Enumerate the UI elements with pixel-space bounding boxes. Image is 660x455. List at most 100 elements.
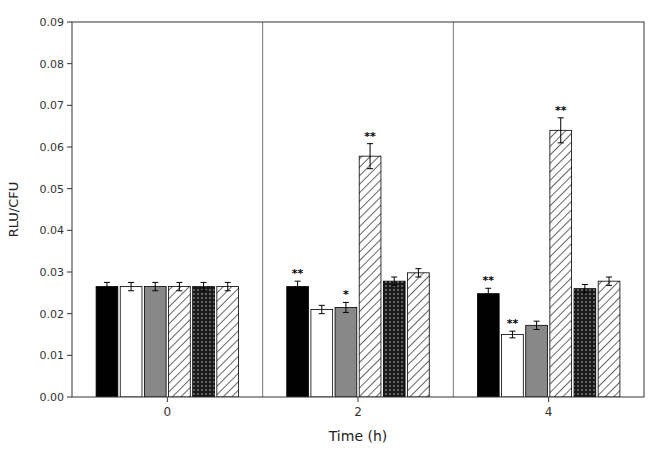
error-cap — [606, 285, 612, 286]
x-tick-label: 2 — [354, 405, 362, 419]
error-cap — [225, 290, 231, 291]
error-cap — [606, 277, 612, 278]
error-cap — [485, 288, 491, 289]
error-cap — [509, 337, 515, 338]
y-tick-label: 0.01 — [40, 349, 65, 362]
bar — [193, 287, 215, 397]
y-tick — [67, 397, 72, 398]
y-tick-label: 0.07 — [40, 99, 65, 112]
error-bar — [534, 321, 540, 329]
bar — [383, 281, 405, 397]
annotation: ** — [507, 317, 519, 330]
annotation: ** — [555, 104, 567, 117]
x-tick — [358, 397, 359, 402]
error-cap — [415, 277, 421, 278]
annotation: ** — [483, 274, 495, 287]
error-stem — [203, 282, 204, 290]
x-axis-title: Time (h) — [328, 428, 388, 444]
error-stem — [370, 144, 371, 169]
bar — [169, 287, 191, 397]
y-tick-label: 0.00 — [40, 391, 65, 404]
error-stem — [131, 282, 132, 290]
bar — [502, 335, 524, 398]
error-bar — [391, 277, 397, 285]
chart: 0.00 0.01 0.02 0.03 0.04 0.05 0.06 0.07 0.08 0.09… — [0, 0, 660, 455]
error-cap — [534, 321, 540, 322]
y-tick — [67, 147, 72, 148]
error-cap — [152, 282, 158, 283]
error-cap — [367, 143, 373, 144]
error-cap — [295, 292, 301, 293]
x-tick-label: 0 — [164, 405, 172, 419]
error-stem — [418, 269, 419, 277]
error-cap — [128, 282, 134, 283]
bar-hatch — [193, 287, 215, 397]
error-cap — [534, 329, 540, 330]
error-bar — [104, 282, 110, 290]
bar — [408, 273, 430, 397]
bar — [120, 287, 142, 397]
y-tick-label: 0.09 — [40, 16, 65, 29]
error-stem — [345, 302, 346, 312]
error-bar — [152, 282, 158, 290]
error-stem — [179, 282, 180, 290]
error-bar — [295, 281, 301, 292]
bar — [526, 325, 548, 397]
y-tick-label: 0.05 — [40, 183, 65, 196]
bar — [335, 307, 357, 397]
error-stem — [106, 282, 107, 290]
error-cap — [415, 268, 421, 269]
error-bar — [606, 277, 612, 285]
y-tick — [67, 22, 72, 23]
error-cap — [319, 313, 325, 314]
error-cap — [582, 292, 588, 293]
error-cap — [201, 290, 207, 291]
y-tick-label: 0.08 — [40, 58, 65, 71]
error-stem — [488, 288, 489, 299]
bar-hatch — [359, 156, 381, 397]
bar — [96, 287, 118, 397]
error-cap — [104, 282, 110, 283]
bar — [144, 287, 166, 397]
error-bar — [415, 269, 421, 277]
bar-hatch — [598, 281, 620, 397]
plot-area — [96, 118, 620, 397]
error-bar — [225, 282, 231, 290]
error-cap — [128, 290, 134, 291]
y-tick-label: 0.02 — [40, 308, 65, 321]
y-tick — [67, 313, 72, 314]
error-cap — [201, 282, 207, 283]
error-bar — [582, 285, 588, 293]
error-cap — [391, 285, 397, 286]
y-tick-label: 0.06 — [40, 141, 65, 154]
error-stem — [560, 118, 561, 143]
y-tick-label: 0.04 — [40, 224, 65, 237]
error-cap — [343, 312, 349, 313]
error-stem — [584, 285, 585, 293]
error-bar — [558, 118, 564, 143]
bar — [574, 289, 596, 397]
error-stem — [297, 281, 298, 292]
plot-frame — [72, 22, 644, 397]
y-tick — [67, 188, 72, 189]
error-bar — [319, 305, 325, 313]
error-cap — [558, 117, 564, 118]
bar — [359, 156, 381, 397]
y-tick-label: 0.03 — [40, 266, 65, 279]
bar — [311, 310, 333, 398]
x-tick-label: 4 — [545, 405, 553, 419]
error-bar — [128, 282, 134, 290]
error-cap — [319, 305, 325, 306]
y-tick — [67, 272, 72, 273]
bar-hatch — [408, 273, 430, 397]
error-cap — [485, 299, 491, 300]
error-cap — [558, 142, 564, 143]
bar — [287, 287, 309, 397]
error-stem — [536, 321, 537, 329]
error-cap — [295, 281, 301, 282]
error-bar — [485, 288, 491, 299]
bar — [550, 130, 572, 397]
y-tick — [67, 355, 72, 356]
error-cap — [509, 331, 515, 332]
bar-hatch — [383, 281, 405, 397]
